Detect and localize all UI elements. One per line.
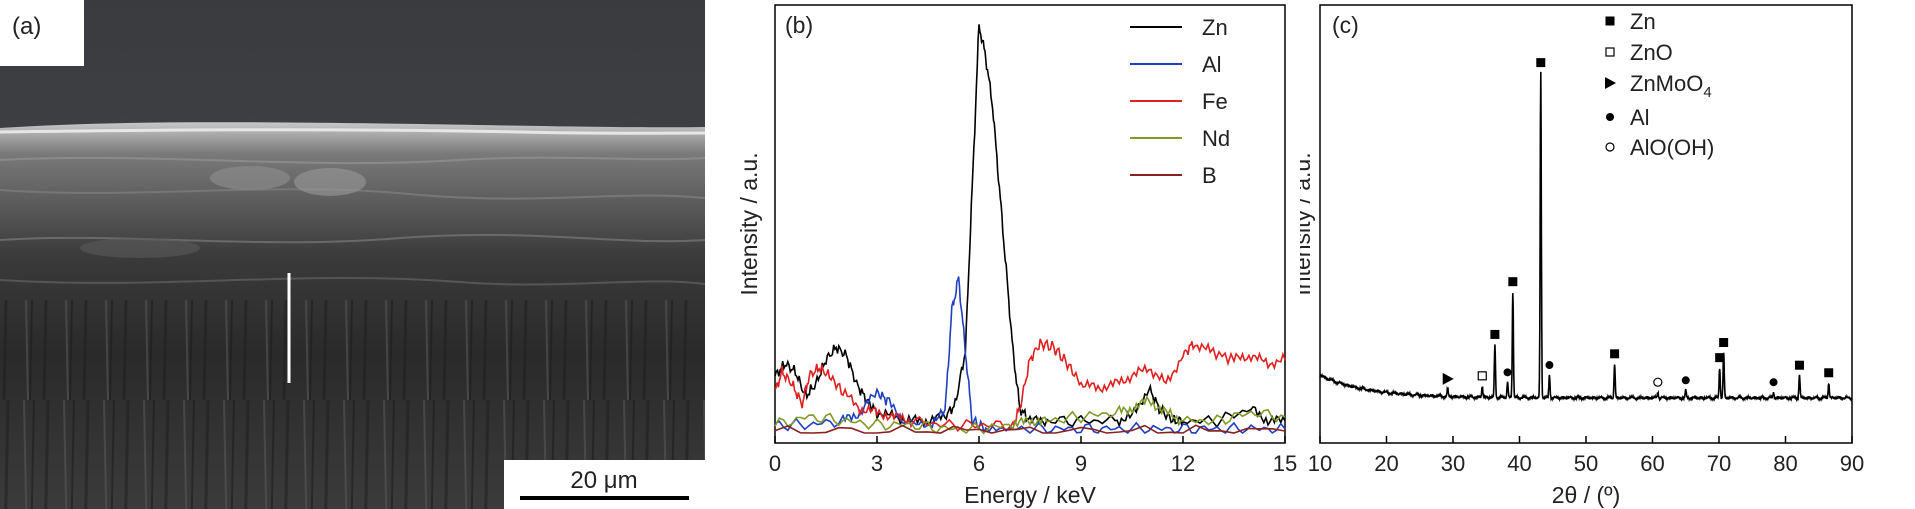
marker-al xyxy=(1503,368,1512,377)
marker-znmoo4 xyxy=(1605,77,1616,89)
x-tick-label: 40 xyxy=(1507,451,1531,476)
x-axis-label: 2θ / (º) xyxy=(1552,482,1620,508)
x-tick-label: 3 xyxy=(871,451,883,476)
plot-frame xyxy=(774,4,1286,444)
x-tick-label: 0 xyxy=(769,451,781,476)
marker-zn xyxy=(1605,16,1615,26)
series-line-al xyxy=(774,276,1286,435)
x-tick-label: 6 xyxy=(973,451,985,476)
x-tick-label: 9 xyxy=(1075,451,1087,476)
x-tick-label: 20 xyxy=(1374,451,1398,476)
legend-label: ZnO xyxy=(1630,40,1673,65)
panel-label-c: (c) xyxy=(1332,12,1359,38)
x-tick-label: 60 xyxy=(1640,451,1664,476)
marker-al xyxy=(1681,376,1690,385)
marker-zno xyxy=(1605,47,1615,57)
panel-label-a: (a) xyxy=(12,13,41,40)
marker-zn xyxy=(1715,353,1725,363)
legend-label-b: B xyxy=(1202,163,1217,188)
x-tick-label: 80 xyxy=(1773,451,1797,476)
legend-label: Zn xyxy=(1630,9,1656,34)
marker-zn xyxy=(1490,329,1500,339)
marker-zn xyxy=(1508,277,1518,287)
panel-label-b: (b) xyxy=(785,12,813,38)
marker-zn xyxy=(1794,360,1804,370)
legend-label-zn: Zn xyxy=(1202,15,1228,40)
series-line-fe xyxy=(774,338,1286,433)
legend-label-fe: Fe xyxy=(1202,89,1228,114)
xrd-chart: 10 20 30 40 50 60 70 80 90 2θ / (º) Intensity / a.… xyxy=(1300,0,1915,509)
marker-al xyxy=(1606,113,1614,121)
marker-alooh xyxy=(1605,142,1615,152)
sem-image: (a) 20 μm xyxy=(0,0,705,509)
legend-label: Al xyxy=(1630,105,1650,130)
sem-image-panel: (a) 20 μm xyxy=(0,0,705,509)
x-tick-label: 30 xyxy=(1441,451,1465,476)
marker-al xyxy=(1545,361,1554,370)
eds-chart-svg: 0 3 6 9 12 15 Energy / keV Intensity / a.u. (b) Z… xyxy=(736,4,1297,508)
x-tick-label: 70 xyxy=(1707,451,1731,476)
xrd-chart-svg: 10 20 30 40 50 60 70 80 90 2θ / (º) Intensity / a.… xyxy=(1300,4,1864,508)
scale-bar-label: 20 μm xyxy=(570,467,637,494)
marker-zn xyxy=(1824,368,1834,378)
series-line-zn xyxy=(774,24,1286,429)
x-tick-label: 15 xyxy=(1273,451,1297,476)
marker-znmoo4 xyxy=(1442,372,1454,385)
eds-chart: 0 3 6 9 12 15 Energy / keV Intensity / a.u. (b) Z… xyxy=(705,0,1300,509)
legend-label: ZnMoO4 xyxy=(1630,71,1712,101)
marker-zn xyxy=(1536,58,1546,68)
plot-frame xyxy=(1319,4,1853,444)
legend-label-nd: Nd xyxy=(1202,126,1230,151)
marker-zno xyxy=(1477,371,1487,381)
x-tick-label: 10 xyxy=(1308,451,1332,476)
x-tick-label: 50 xyxy=(1574,451,1598,476)
legend-label: AlO(OH) xyxy=(1630,135,1714,160)
x-tick-label: 12 xyxy=(1171,451,1195,476)
marker-alooh xyxy=(1653,377,1663,387)
xrd-pattern-line xyxy=(1319,71,1853,403)
x-tick-label: 90 xyxy=(1840,451,1864,476)
marker-zn xyxy=(1610,349,1620,359)
legend-label-al: Al xyxy=(1202,52,1222,77)
marker-al xyxy=(1769,378,1778,387)
marker-zn xyxy=(1719,338,1729,348)
series-line-nd xyxy=(774,394,1286,435)
y-axis-label: Intensity / a.u. xyxy=(1300,152,1315,295)
series-line-b xyxy=(774,424,1286,434)
x-axis-label: Energy / keV xyxy=(964,482,1096,508)
y-axis-label: Intensity / a.u. xyxy=(736,152,762,295)
